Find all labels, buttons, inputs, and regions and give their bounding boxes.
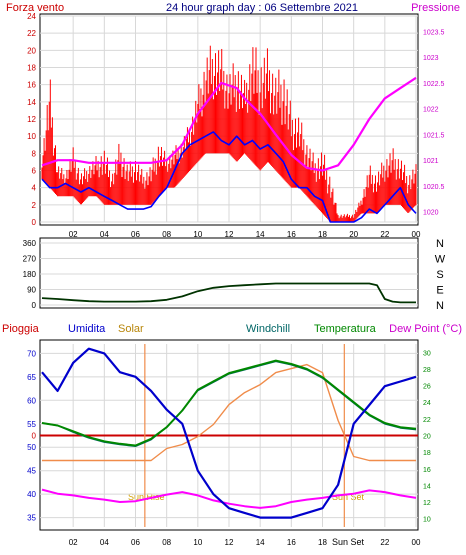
temperature-y-tick: 22 [423, 417, 431, 424]
pressure-y-tick: 1022 [423, 107, 439, 114]
x-tick-label-bottom: 04 [100, 538, 109, 547]
temperature-line [41, 359, 417, 447]
wind-y-tick: 2 [32, 201, 37, 210]
temperature-y-tick: 26 [423, 384, 431, 391]
direction-y-tick: 0 [32, 301, 37, 310]
wind-y-tick: 24 [27, 12, 36, 21]
x-tick-label: 00 [412, 230, 421, 239]
humidity-y-tick: 45 [27, 467, 36, 476]
x-tick-label: 18 [318, 230, 327, 239]
legend-solar: Solar [118, 323, 144, 335]
legend-humidity: Umidita [68, 323, 106, 335]
humidity-y-tick: 60 [27, 396, 36, 405]
humidity-y-tick: 40 [27, 490, 36, 499]
wind-speed-label: Forza vento [6, 2, 64, 14]
pressure-label: Pressione [411, 2, 460, 14]
average-wind-line [41, 131, 417, 223]
temperature-y-tick: 16 [423, 467, 431, 474]
direction-y-tick: 90 [27, 286, 36, 295]
wind-direction-panel [39, 237, 419, 309]
graph-title: 24 hour graph day : 06 Settembre 2021 [166, 2, 358, 14]
wind-y-tick: 14 [27, 98, 36, 107]
wind-y-tick: 12 [27, 115, 36, 124]
x-tick-label-bottom: 00 [412, 538, 421, 547]
wind-y-tick: 18 [27, 64, 36, 73]
legend-temperature: Temperatura [314, 323, 377, 335]
humidity-y-tick: 65 [27, 373, 36, 382]
wind-y-tick: 10 [27, 132, 36, 141]
x-tick-label-bottom: 18 [318, 538, 327, 547]
legend-rain: Pioggia [2, 323, 40, 335]
x-tick-label: 20 [349, 230, 358, 239]
legend-windchill: Windchill [246, 323, 290, 335]
compass-label: N [436, 300, 444, 312]
direction-y-tick: 180 [23, 270, 37, 279]
legend-dewpoint: Dew Point (°C) [389, 323, 462, 335]
humidity-y-tick: 55 [27, 420, 36, 429]
pressure-y-tick: 1023 [423, 55, 439, 62]
x-tick-label-bottom: 12 [225, 538, 234, 547]
x-tick-label-bottom: 10 [193, 538, 202, 547]
sun-rise-annotation: Sun Rise [128, 492, 165, 502]
x-tick-label: 04 [100, 230, 109, 239]
x-tick-label: 14 [256, 230, 265, 239]
x-tick-label-bottom: 08 [162, 538, 171, 547]
compass-label: W [435, 254, 446, 266]
solar-line [42, 363, 416, 462]
temperature-y-tick: 24 [423, 400, 431, 407]
temperature-y-tick: 20 [423, 434, 431, 441]
x-tick-label-bottom: 22 [380, 538, 389, 547]
humidity-y-tick: 35 [27, 514, 36, 523]
wind-y-tick: 0 [32, 218, 37, 227]
wind-y-tick: 8 [32, 149, 37, 158]
temperature-y-tick: 30 [423, 350, 431, 357]
x-tick-label: 06 [131, 230, 140, 239]
sun-set-annotation: Sun Set [332, 492, 365, 502]
direction-y-tick: 270 [23, 255, 37, 264]
temperature-y-tick: 12 [423, 500, 431, 507]
wind-y-tick: 22 [27, 29, 36, 38]
x-tick-label: 08 [162, 230, 171, 239]
dewpoint-line [41, 488, 417, 509]
x-tick-label: 16 [287, 230, 296, 239]
wind-y-tick: 20 [27, 46, 36, 55]
compass-label: S [436, 269, 443, 281]
wind-y-tick: 6 [32, 167, 37, 176]
pressure-y-tick: 1020 [423, 210, 439, 217]
compass-label: E [436, 285, 443, 297]
x-tick-label: 10 [193, 230, 202, 239]
compass-label: N [436, 238, 444, 250]
direction-y-tick: 360 [23, 239, 37, 248]
pressure-line [41, 76, 417, 172]
wind-y-tick: 16 [27, 81, 36, 90]
x-tick-label-bottom: 16 [287, 538, 296, 547]
pressure-y-tick: 1020.5 [423, 184, 445, 191]
rain-zero-tick: 0 [32, 432, 37, 441]
pressure-y-tick: 1023.5 [423, 29, 445, 36]
x-tick-label: 02 [69, 230, 78, 239]
x-tick-label: 22 [380, 230, 389, 239]
sun-set-tick-label: Sun Set [332, 537, 365, 547]
temperature-y-tick: 10 [423, 517, 431, 524]
x-tick-label: 12 [225, 230, 234, 239]
humidity-y-tick: 70 [27, 349, 36, 358]
temperature-y-tick: 28 [423, 367, 431, 374]
pressure-y-tick: 1021 [423, 158, 439, 165]
pressure-y-tick: 1022.5 [423, 81, 445, 88]
temperature-y-tick: 14 [423, 483, 431, 490]
temperature-y-tick: 18 [423, 450, 431, 457]
pressure-y-tick: 1021.5 [423, 132, 445, 139]
x-tick-label-bottom: 02 [69, 538, 78, 547]
wind-direction-line [41, 282, 416, 304]
x-tick-label-bottom: 14 [256, 538, 265, 547]
wind-y-tick: 4 [32, 184, 37, 193]
humidity-line [41, 347, 417, 519]
x-tick-label-bottom: 06 [131, 538, 140, 547]
humidity-y-tick: 50 [27, 443, 36, 452]
